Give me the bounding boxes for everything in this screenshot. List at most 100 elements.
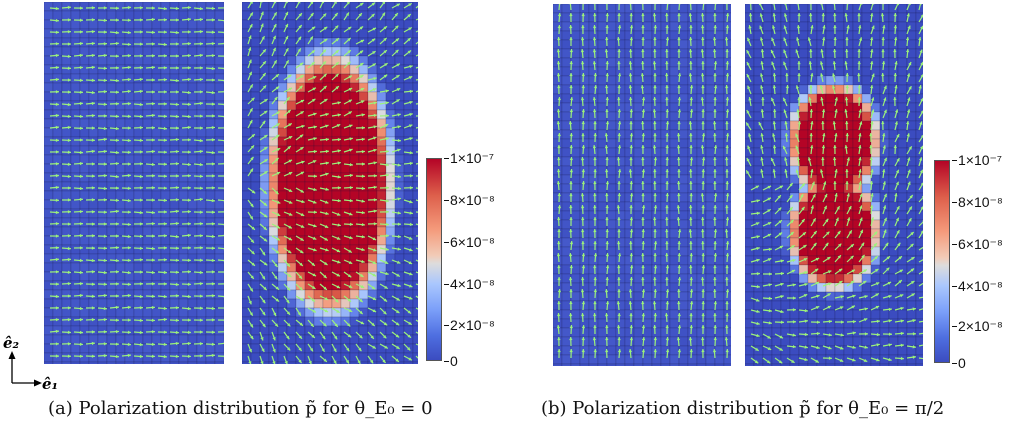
mesh-cell [624,147,635,158]
polarization-arrowhead [175,162,179,166]
mesh-cell [70,226,81,237]
mesh-cell [412,208,418,219]
polarization-arrowhead [187,41,191,46]
polarization-arrowhead [67,222,71,226]
polarization-arrowhead [55,306,59,310]
mesh-cell [115,154,126,165]
mesh-cell [696,21,707,32]
polarization-arrowhead [701,181,705,185]
polarization-arrowhead [385,271,389,276]
mesh-cell [115,181,126,192]
mesh-cell [349,172,360,183]
mesh-cell [79,352,90,363]
polarization-arrowhead [79,41,83,46]
mesh-cell [669,66,680,77]
mesh-cell [606,309,617,320]
polarization-arrowhead [337,260,341,264]
polarization-arrowhead [91,29,95,34]
polarization-arrowhead [383,50,387,54]
mesh-cell [106,28,117,39]
mesh-cell [142,163,153,174]
mesh-cell [79,343,90,354]
mesh-cell [349,280,360,291]
polarization-arrowhead [67,246,71,251]
mesh-cell [588,156,599,167]
mesh-cell [588,75,599,86]
mesh-cell [133,217,144,228]
polarization-arrowhead [653,253,657,257]
mesh-cell [70,145,81,156]
mesh-cell [696,246,707,257]
polarization-arrowhead [299,262,303,266]
mesh-cell [367,172,378,183]
polarization-arrowhead [665,241,669,245]
polarization-arrowhead [275,86,280,90]
mesh-cell [178,2,189,12]
mesh-cell [376,136,387,147]
polarization-arrowhead [396,260,401,264]
mesh-cell [597,237,608,248]
mesh-cell [714,12,725,23]
polarization-arrowhead [151,65,155,70]
mesh-cell [606,30,617,41]
mesh-cell [97,343,108,354]
polarization-arrowhead [677,121,681,125]
mesh-cell [624,183,635,194]
polarization-arrow [217,234,224,237]
mesh-cell [669,129,680,140]
mesh-cell [61,28,72,39]
mesh-cell [705,66,716,77]
polarization-arrowhead [199,210,203,214]
polarization-arrowhead [300,99,305,103]
mesh-cell [205,55,216,66]
mesh-cell [553,309,563,320]
mesh-cell [678,264,689,275]
polarization-arrowhead [91,18,95,22]
mesh-cell [678,4,689,14]
polarization-arrowhead [725,181,729,185]
polarization-arrowhead [67,102,71,107]
mesh-cell [412,190,418,201]
polarization-arrowhead [408,124,413,128]
polarization-arrowhead [199,90,203,94]
polarization-arrow [415,259,418,262]
mesh-cell [606,84,617,95]
polarization-arrowhead [262,61,266,65]
polarization-arrowhead [300,224,305,228]
mesh-cell [115,118,126,129]
mesh-cell [115,352,126,363]
mesh-cell [615,336,626,347]
polarization-arrowhead [250,203,254,208]
mesh-cell [106,226,117,237]
polarization-arrow [379,2,386,9]
mesh-cell [678,219,689,230]
polarization-arrowhead [91,113,95,118]
mesh-cell [705,75,716,86]
polarization-arrowhead [276,212,281,216]
polarization-arrowhead [605,253,610,257]
mesh-cell [553,282,563,293]
mesh-cell [588,12,599,23]
polarization-arrowhead [617,253,622,257]
mesh-cell [151,127,162,138]
mesh-cell [187,352,198,363]
polarization-arrow [217,79,224,82]
polarization-arrowhead [163,330,167,334]
polarization-arrowhead [337,223,341,227]
mesh-cell [606,66,617,77]
mesh-cell [106,100,117,111]
mesh-cell [124,190,135,201]
mesh-cell [615,66,626,77]
mesh-cell [106,109,117,120]
polarization-arrowhead [79,78,83,82]
mesh-cell [106,217,117,228]
mesh-cell [196,136,207,147]
mesh-cell [615,120,626,131]
polarization-arrowhead [301,124,305,129]
mesh-cell [178,28,189,39]
mesh-cell [205,10,216,21]
polarization-arrowhead [127,5,131,10]
mesh-cell [579,246,590,257]
mesh-cell [696,138,707,149]
mesh-cell [669,57,680,68]
